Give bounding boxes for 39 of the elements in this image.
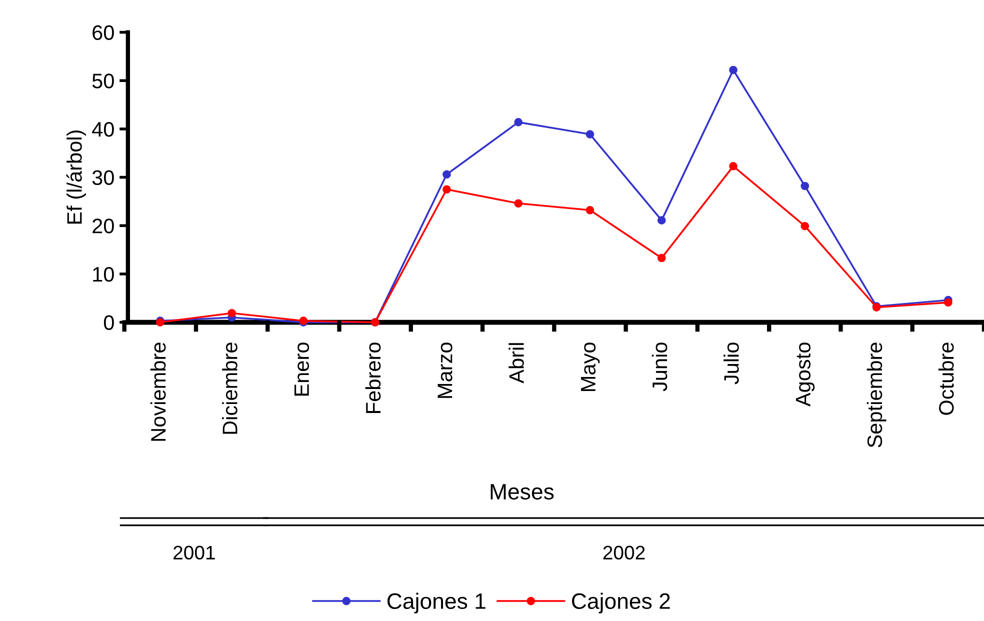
point <box>729 162 738 170</box>
x-tick-label: Enero <box>294 342 310 396</box>
x-tick-label: Abril <box>508 343 524 384</box>
x-tick-label: Diciembre <box>222 342 238 434</box>
x-tick-label: Noviembre <box>150 342 166 441</box>
y-tick-label: 50 <box>92 74 114 88</box>
legend-label: Cajones 2 <box>572 592 670 614</box>
x-tick-label: Septiembre <box>866 342 886 448</box>
x-tick-label: Mayo <box>581 342 600 391</box>
point <box>800 222 810 230</box>
point <box>442 170 451 179</box>
point <box>586 206 594 214</box>
x-tick-label: Junio <box>652 342 668 392</box>
point <box>944 298 952 307</box>
point <box>514 118 523 126</box>
point <box>514 199 523 208</box>
point <box>228 308 236 318</box>
x-tick-label: Febrero <box>365 342 381 413</box>
y-tick-label: 40 <box>92 122 114 137</box>
y-tick-label: 60 <box>92 25 114 40</box>
x-tick-label: Julio <box>724 342 739 384</box>
y-tick-label: 20 <box>92 218 114 234</box>
point <box>800 182 810 190</box>
y-tick-label: 0 <box>104 315 114 330</box>
point <box>657 254 666 262</box>
point <box>442 185 451 194</box>
y-axis-title: Ef (l/árbol) <box>66 130 86 224</box>
point <box>729 66 738 74</box>
point <box>657 216 666 224</box>
x-axis-title: Meses <box>490 484 554 500</box>
x-tick-label: Agosto <box>796 342 815 407</box>
y-tick-label: 10 <box>93 266 114 282</box>
point <box>586 130 594 138</box>
text: 2002 <box>603 546 645 560</box>
y-tick-label: 30 <box>92 170 114 186</box>
x-tick-label: Octubre <box>938 342 954 415</box>
text: 2001 <box>174 546 215 560</box>
legend-label: Cajones 1 <box>388 592 486 614</box>
x-tick-label: Marzo <box>438 342 452 398</box>
